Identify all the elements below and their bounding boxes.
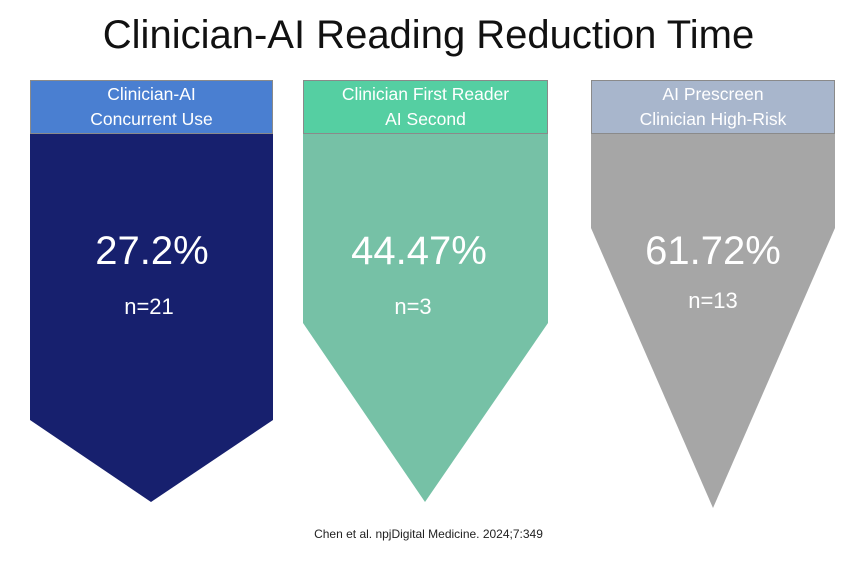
panel-3-header-line2: Clinician High-Risk (639, 109, 787, 129)
panel-3-percent: 61.72% (645, 229, 781, 273)
panel-3-shape (591, 134, 835, 508)
panel-1-n: n=21 (124, 294, 174, 319)
panel-1-header-line1: Clinician-AI (107, 84, 196, 104)
panel-1-percent: 27.2% (95, 229, 209, 273)
panel-3-header-line1: AI Prescreen (662, 84, 764, 104)
panel-1-header-line2: Concurrent Use (90, 109, 213, 129)
panel-3-n: n=13 (688, 288, 738, 313)
panel-1-header: Clinician-AI Concurrent Use (30, 80, 273, 134)
panel-2-percent: 44.47% (351, 229, 487, 273)
panel-2-shape (303, 134, 548, 502)
citation: Chen et al. npjDigital Medicine. 2024;7:… (314, 527, 543, 541)
page-title: Clinician-AI Reading Reduction Time (102, 13, 755, 57)
panel-2-n: n=3 (394, 294, 432, 319)
panel-2-header: Clinician First Reader AI Second (303, 80, 548, 134)
panel-1-shape (30, 134, 273, 502)
panel-2-header-line2: AI Second (385, 109, 466, 129)
panel-2-header-line1: Clinician First Reader (341, 84, 510, 104)
panel-3-header: AI Prescreen Clinician High-Risk (591, 80, 835, 134)
